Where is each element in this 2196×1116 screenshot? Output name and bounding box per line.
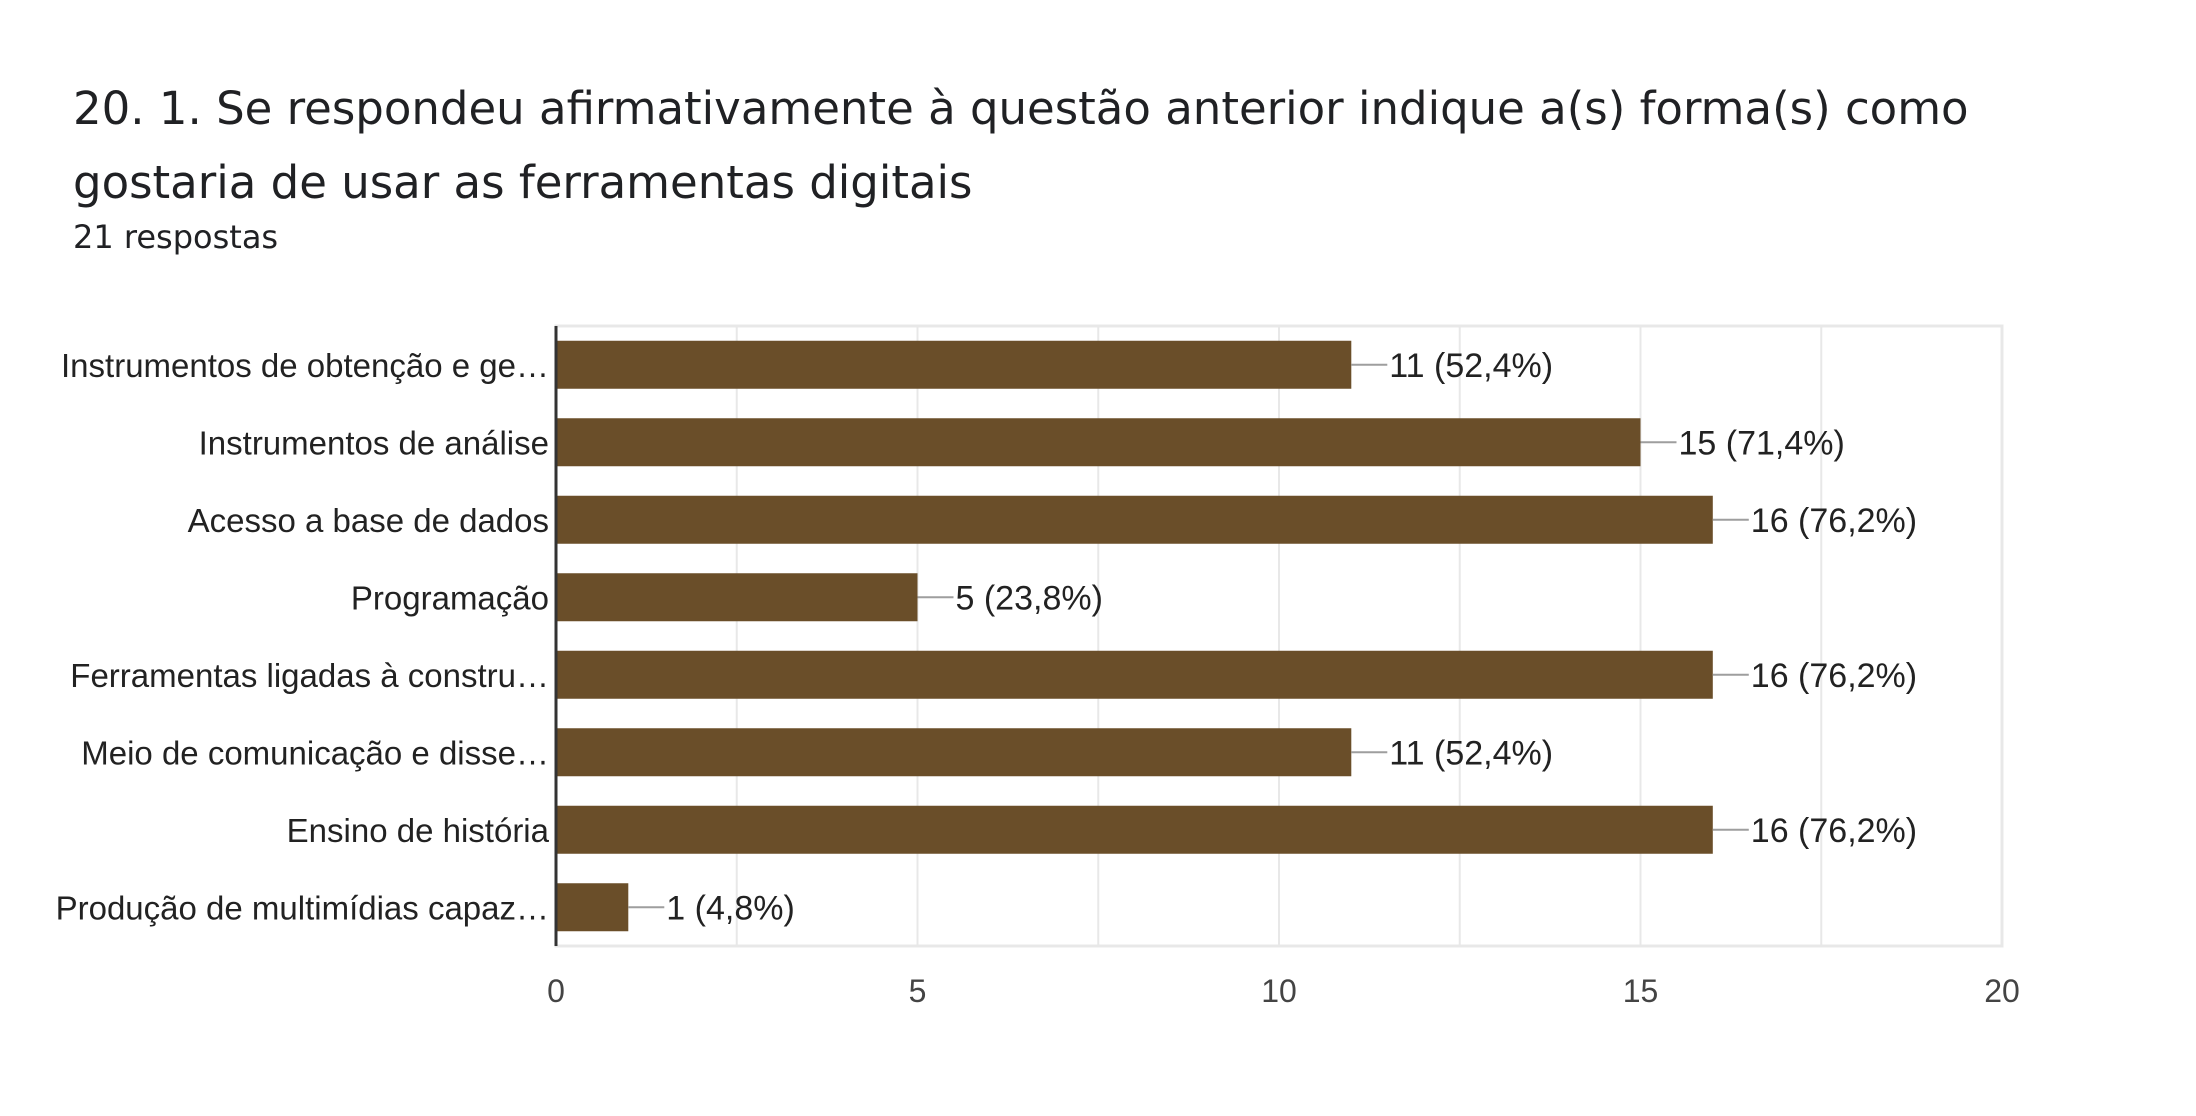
category-label: Instrumentos de análise <box>199 424 549 461</box>
category-label: Programação <box>351 579 549 616</box>
data-label: 16 (76,2%) <box>1751 502 1917 540</box>
category-label: Ensino de história <box>287 812 550 849</box>
data-label: 16 (76,2%) <box>1751 657 1917 695</box>
data-label: 5 (23,8%) <box>956 579 1103 617</box>
bar <box>556 650 1713 699</box>
x-tick-label: 10 <box>1261 973 1297 1009</box>
category-label: Acesso a base de dados <box>188 502 549 539</box>
data-label: 16 (76,2%) <box>1751 812 1917 850</box>
x-tick-label: 20 <box>1984 973 2020 1009</box>
bar <box>556 340 1352 389</box>
question-title: 20. 1. Se respondeu afirmativamente à qu… <box>73 82 1969 209</box>
data-label: 11 (52,4%) <box>1389 347 1553 385</box>
data-label: 15 (71,4%) <box>1679 424 1845 462</box>
x-tick-label: 15 <box>1623 973 1659 1009</box>
data-label: 11 (52,4%) <box>1389 734 1553 772</box>
response-count: 21 respostas <box>73 218 279 256</box>
bar <box>556 573 918 622</box>
bar <box>556 418 1641 467</box>
category-label: Instrumentos de obtenção e ge… <box>61 347 549 384</box>
bar <box>556 883 629 932</box>
x-tick-label: 0 <box>547 973 565 1009</box>
category-label: Meio de comunicação e disse… <box>81 734 549 771</box>
x-tick-label: 5 <box>909 973 927 1009</box>
bar <box>556 495 1713 544</box>
category-label: Ferramentas ligadas à constru… <box>70 657 549 694</box>
category-label: Produção de multimídias capaz… <box>56 889 549 926</box>
data-label: 1 (4,8%) <box>666 889 795 927</box>
bar <box>556 728 1352 777</box>
bar <box>556 805 1713 854</box>
